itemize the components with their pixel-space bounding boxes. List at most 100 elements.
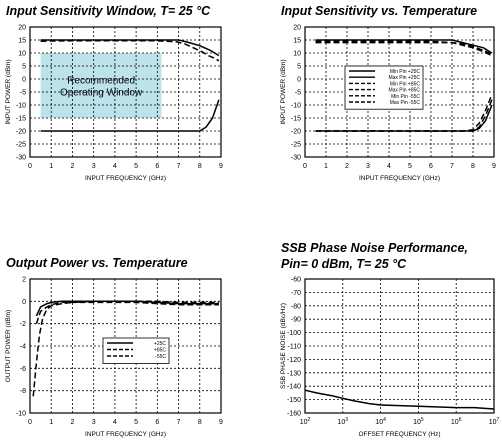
series-line-3	[40, 39, 220, 57]
y-tick-label: -100	[287, 330, 301, 337]
x-tick-label: 7	[450, 163, 454, 170]
x-tick-label: 105	[413, 417, 424, 426]
x-tick-label: 8	[198, 163, 202, 170]
x-tick-label: 2	[345, 163, 349, 170]
chart-subtitle-ssb-phase-noise: Pin= 0 dBm, T= 25 °C	[281, 257, 407, 271]
plot-frame	[304, 26, 495, 158]
x-tick-label: 4	[113, 419, 117, 426]
x-tick-label: 0	[28, 163, 32, 170]
x-tick-label: 4	[387, 163, 391, 170]
y-tick-label: -4	[20, 344, 26, 351]
y-axis-title: OUTPUT POWER (dBm)	[5, 310, 12, 382]
series-line-max-pin-55c	[315, 41, 493, 55]
series-line-2	[40, 99, 220, 132]
y-tick-label: -15	[16, 116, 26, 123]
x-tick-label: 1	[324, 163, 328, 170]
y-axis-title: SSB PHASE NOISE (dBc/Hz)	[280, 303, 287, 389]
legend-entry: Max Pin +85C	[388, 88, 420, 94]
x-tick-label: 3	[92, 163, 96, 170]
series-line-1	[40, 40, 220, 62]
y-tick-label: 20	[293, 25, 301, 32]
y-tick-label: 0	[22, 77, 26, 84]
y-tick-label: -10	[16, 103, 26, 110]
legend-entry: +85C	[154, 348, 166, 354]
chart-title-output-power-vs-temperature: Output Power vs. Temperature	[6, 256, 188, 270]
x-tick-label: 3	[366, 163, 370, 170]
x-tick-label: 2	[70, 419, 74, 426]
y-tick-label: -20	[16, 129, 26, 136]
legend-entry: Min Pin +85C	[390, 81, 421, 87]
legend-entry: Max Pin +25C	[388, 75, 420, 81]
recommended-window-label-line2: Operating Window	[60, 88, 143, 99]
y-tick-label: -70	[291, 290, 301, 297]
x-tick-label: 1	[49, 419, 53, 426]
chart-title-input-sensitivity-vs-temperature: Input Sensitivity vs. Temperature	[281, 4, 478, 18]
legend-entry: Min Pin -55C	[391, 94, 420, 100]
y-tick-label: -90	[291, 317, 301, 324]
x-tick-label: 9	[219, 163, 223, 170]
chart-4: 102 103 104 105 106 107 -60 -70 -80 -90 -100 -110 -1…	[280, 277, 500, 439]
x-tick-label: 6	[155, 163, 159, 170]
plot-frame	[29, 278, 222, 414]
x-axis-title: INPUT FREQUENCY (GHz)	[359, 175, 440, 182]
x-tick-label: 104	[375, 417, 386, 426]
y-tick-label: 2	[22, 277, 26, 284]
y-tick-label: -80	[291, 303, 301, 310]
y-tick-label: 0	[297, 77, 301, 84]
y-tick-label: -130	[287, 370, 301, 377]
y-tick-label: -2	[20, 321, 26, 328]
x-tick-label: 106	[451, 417, 462, 426]
y-tick-label: -20	[291, 129, 301, 136]
x-tick-label: 6	[429, 163, 433, 170]
x-axis-title: INPUT FREQUENCY (GHz)	[85, 431, 166, 438]
x-tick-label: 1	[49, 163, 53, 170]
series-line-max-pin-25c	[315, 39, 493, 54]
x-tick-label: 7	[177, 163, 181, 170]
legend-entry: Min Pin +25C	[390, 69, 421, 75]
y-tick-label: -120	[287, 357, 301, 364]
y-tick-label: 5	[22, 64, 26, 71]
x-tick-label: 8	[471, 163, 475, 170]
x-tick-label: 9	[492, 163, 496, 170]
chart-2: 0 1 2 3 4 5 6 7 8 9 20 15 10 5 0 -5 -10 -15 -20 -25 -30 Min P…	[280, 25, 496, 183]
y-tick-label: -60	[291, 277, 301, 284]
chart-3: 0 1 2 3 4 5 6 7 8 9 2 0 -2 -4 -6 -8 -10 +25C+85C-55C INPUT…	[5, 277, 223, 439]
legend-box	[102, 337, 170, 364]
chart-title-ssb-phase-noise: SSB Phase Noise Performance,	[281, 241, 468, 255]
y-tick-label: -110	[288, 344, 302, 351]
plot-frame	[304, 278, 495, 414]
x-tick-label: 4	[113, 163, 117, 170]
y-tick-label: -15	[291, 116, 301, 123]
series-line-max-pin-85c	[315, 40, 493, 57]
x-tick-label: 9	[219, 419, 223, 426]
plot-frame	[29, 26, 222, 158]
x-tick-label: 107	[489, 417, 500, 426]
y-tick-label: -8	[20, 388, 26, 395]
y-tick-label: 0	[22, 299, 26, 306]
y-tick-label: 10	[18, 51, 26, 58]
x-tick-label: 0	[303, 163, 307, 170]
series-line--55c	[32, 300, 219, 397]
y-tick-label: -140	[287, 384, 301, 391]
x-tick-label: 5	[408, 163, 412, 170]
recommended-window-box	[40, 53, 162, 118]
y-tick-label: -160	[287, 411, 301, 418]
legend-entry: -55C	[155, 354, 166, 360]
legend-entry: +25C	[154, 341, 166, 347]
y-tick-label: 15	[293, 38, 301, 45]
y-tick-label: -10	[16, 411, 26, 418]
x-axis-title: INPUT FREQUENCY (GHz)	[85, 175, 166, 182]
y-tick-label: -30	[16, 155, 26, 162]
x-tick-label: 103	[338, 417, 349, 426]
x-tick-label: 8	[198, 419, 202, 426]
series-line--25c	[35, 300, 219, 317]
series-line--85c	[35, 301, 219, 324]
y-tick-label: 20	[18, 25, 26, 32]
y-axis-title: INPUT POWER (dBm)	[5, 59, 12, 124]
series-line-min-pin-55c	[315, 94, 493, 132]
x-tick-label: 0	[28, 419, 32, 426]
chart-title-input-sensitivity-window: Input Sensitivity Window, T= 25 °C	[6, 4, 211, 18]
x-tick-label: 5	[134, 419, 138, 426]
